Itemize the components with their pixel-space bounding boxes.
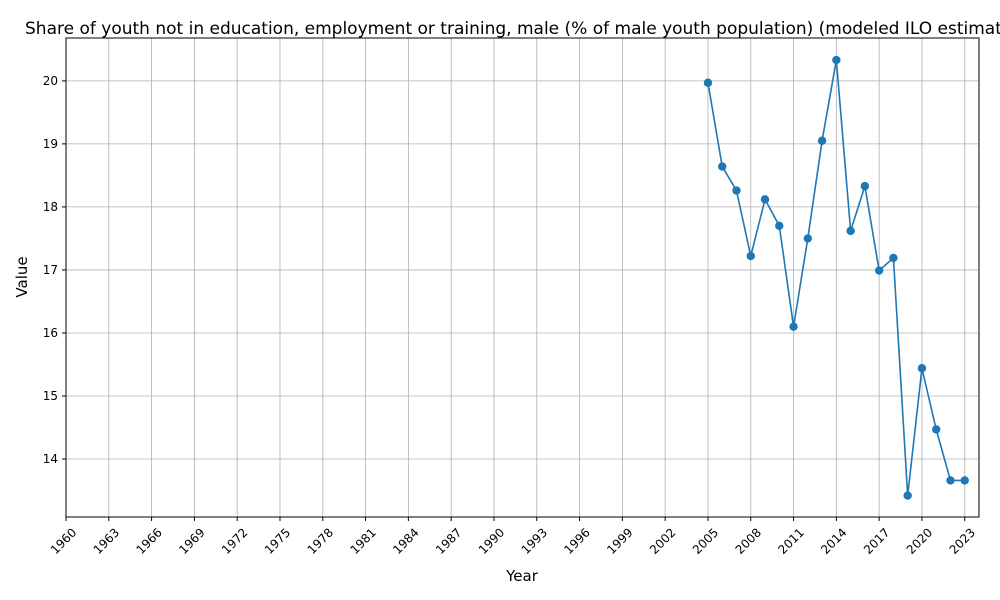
data-point (846, 226, 855, 236)
x-tick-label: 2014 (818, 525, 849, 556)
x-tick-label: 1963 (91, 525, 122, 556)
x-tick-label: 1978 (305, 525, 336, 556)
plot-frame (65, 37, 980, 518)
data-point (832, 55, 841, 65)
data-point (874, 266, 884, 275)
y-tick-label: 18 (43, 200, 58, 214)
x-tick-label: 2020 (904, 525, 935, 556)
grid (65, 38, 979, 517)
x-tick-label: 2005 (690, 525, 721, 556)
x-tick-label: 1990 (476, 525, 507, 556)
series-layer (703, 55, 969, 500)
x-tick-label: 2002 (647, 525, 678, 556)
x-tick-label: 1981 (347, 525, 378, 556)
data-point (960, 476, 969, 485)
x-tick-label: 1960 (48, 525, 79, 556)
x-tick-label: 1966 (133, 525, 164, 556)
x-tick-label: 2011 (775, 525, 806, 556)
data-point (803, 234, 813, 243)
x-tick-label: 1999 (604, 525, 635, 556)
x-tick-label: 2023 (947, 525, 978, 556)
x-tick-label: 1996 (561, 525, 592, 556)
data-point (760, 195, 770, 204)
data-point (903, 491, 912, 500)
y-tick-label: 17 (43, 263, 58, 277)
data-point (789, 322, 798, 331)
data-point (889, 253, 898, 263)
data-point (703, 78, 713, 87)
x-tick-label: 2008 (733, 525, 764, 556)
data-point (932, 425, 941, 434)
y-axis-title: Value (13, 256, 31, 297)
data-point (817, 136, 827, 145)
data-point (718, 162, 727, 171)
x-tick-label: 1972 (219, 525, 250, 556)
x-tick-label: 2017 (861, 525, 892, 556)
chart-title: Share of youth not in education, employm… (25, 19, 1000, 39)
data-point (946, 476, 955, 485)
axes: 1960 1963 1966 1969 1972 1975 1978 1981 1984 1987… (43, 37, 980, 557)
x-tick-label: 1984 (390, 525, 421, 556)
x-tick-label: 1987 (433, 525, 464, 556)
x-axis-title: Year (505, 567, 539, 585)
data-point (732, 186, 741, 195)
data-point (917, 364, 927, 373)
y-tick-label: 20 (43, 74, 58, 88)
x-tick-label: 1975 (262, 525, 293, 556)
y-tick-label: 14 (43, 452, 58, 466)
y-tick-label: 19 (43, 137, 58, 151)
x-tick-label: 1993 (519, 525, 550, 556)
data-point (860, 181, 870, 191)
y-tick-label: 15 (43, 389, 58, 403)
y-tick-label: 16 (43, 326, 58, 340)
data-point (746, 251, 755, 261)
x-tick-label: 1969 (176, 525, 207, 556)
data-point (775, 221, 784, 231)
